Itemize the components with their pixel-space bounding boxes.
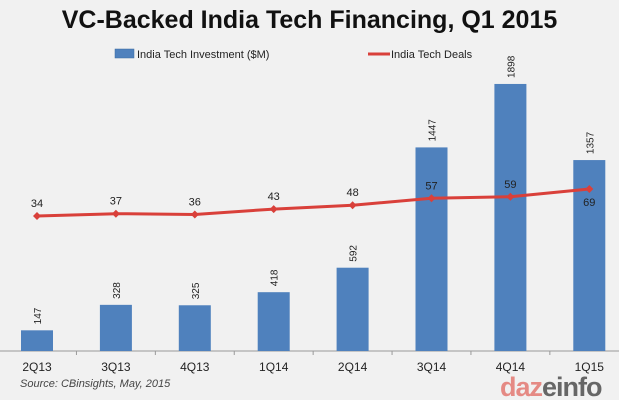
x-tick-label: 1Q15 (575, 360, 605, 374)
deals-value-label: 43 (268, 191, 280, 203)
bar-value-label: 1898 (506, 55, 517, 78)
bar-value-label: 418 (270, 269, 281, 286)
deals-value-label: 69 (583, 197, 595, 209)
x-tick-label: 4Q14 (496, 360, 526, 374)
deals-marker-3Q14 (427, 194, 436, 203)
x-tick-label: 1Q14 (259, 360, 289, 374)
bar-3Q13 (99, 304, 132, 351)
deals-marker-2Q14 (348, 201, 357, 210)
deals-value-label: 34 (31, 198, 43, 210)
deals-marker-2Q13 (33, 212, 41, 220)
x-tick-label: 4Q13 (180, 360, 210, 374)
bar-4Q13 (178, 305, 211, 351)
deals-value-label: 37 (110, 196, 122, 208)
legend-label-deals: India Tech Deals (391, 49, 473, 61)
bar-4Q14 (494, 83, 527, 351)
x-tick-label: 2Q13 (22, 360, 52, 374)
deals-value-label: 57 (425, 180, 437, 192)
legend-swatch-investment (114, 48, 135, 59)
bar-2Q13 (21, 330, 53, 351)
deals-marker-3Q13 (111, 209, 120, 218)
x-tick-label: 2Q14 (338, 360, 368, 374)
bar-1Q14 (257, 292, 290, 351)
bar-value-label: 328 (112, 282, 123, 299)
bar-2Q14 (336, 267, 369, 351)
bar-value-label: 147 (33, 307, 44, 324)
deals-marker-4Q14 (506, 192, 515, 201)
deals-value-label: 59 (504, 179, 516, 191)
bar-3Q14 (415, 147, 448, 351)
deals-marker-4Q13 (190, 210, 199, 219)
bar-value-label: 1357 (585, 131, 596, 154)
x-tick-label: 3Q13 (101, 360, 131, 374)
bar-value-label: 325 (191, 282, 202, 299)
deals-line (36, 187, 590, 218)
bar-value-label: 592 (349, 245, 360, 262)
deals-value-label: 48 (346, 187, 358, 199)
deals-marker-1Q15 (585, 185, 594, 194)
dazeinfo-logo: dazeinfo (500, 372, 603, 400)
deals-value-label: 36 (189, 196, 201, 208)
x-tick-label: 3Q14 (417, 360, 447, 374)
chart-title: VC-Backed India Tech Financing, Q1 2015 (61, 6, 558, 34)
legend-label-investment: India Tech Investment ($M) (137, 49, 269, 61)
bar-value-label: 1447 (428, 119, 439, 142)
deals-marker-1Q14 (269, 205, 278, 214)
source-note: Source: CBinsights, May, 2015 (20, 378, 171, 390)
